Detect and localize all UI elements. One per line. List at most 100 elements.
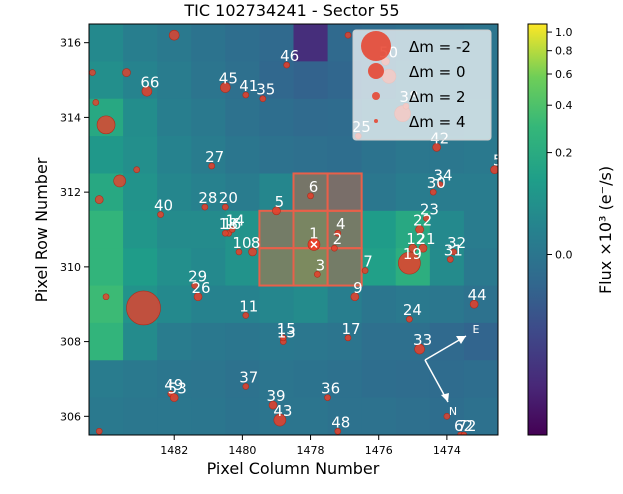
- pixel-cell: [361, 248, 397, 287]
- colorbar-tick-label: 0.4: [555, 99, 573, 112]
- east-label: E: [473, 323, 480, 336]
- legend-box: [352, 29, 492, 141]
- star-marker: [122, 68, 131, 77]
- pixel-cell: [123, 24, 158, 62]
- star-marker: [96, 115, 116, 135]
- pixel-cell: [225, 173, 260, 212]
- star-label: 21: [416, 230, 435, 248]
- pixel-cell: [225, 322, 260, 361]
- pixel-cell: [395, 322, 431, 361]
- star-marker: [460, 431, 468, 435]
- pixel-cell: [123, 397, 158, 436]
- pixel-cell: [463, 210, 499, 249]
- star-marker: [344, 31, 352, 39]
- legend-marker: [361, 31, 391, 61]
- star-marker: [408, 243, 418, 253]
- star-label: 53: [168, 380, 187, 398]
- star-marker: [398, 251, 421, 275]
- star-label: 41: [239, 77, 258, 95]
- star-marker: [350, 292, 360, 302]
- star-label: 9: [353, 279, 363, 297]
- star-label: 5: [493, 152, 503, 170]
- pixel-cell: [123, 322, 158, 361]
- star-marker: [89, 69, 96, 76]
- star-marker: [201, 203, 209, 211]
- star-marker: [94, 195, 104, 204]
- star-marker: [279, 334, 287, 342]
- pixel-cell: [463, 322, 499, 361]
- y-axis-label: Pixel Row Number: [32, 157, 51, 302]
- pixel-cell: [463, 173, 499, 212]
- star-marker: [168, 29, 180, 41]
- star-label: 72: [457, 417, 476, 435]
- pixel-cell: [191, 322, 226, 361]
- star-marker: [113, 174, 126, 188]
- legend-marker: [368, 63, 384, 79]
- star-marker: [222, 229, 229, 237]
- star-marker: [429, 188, 437, 196]
- pixel-cell: [463, 285, 499, 324]
- pixel-cell: [123, 136, 158, 174]
- pixel-cell: [89, 24, 124, 62]
- y-tick-label: 316: [60, 37, 81, 50]
- pixel-cell: [429, 136, 465, 174]
- star-label: 29: [188, 268, 207, 286]
- pixel-cell: [327, 248, 363, 287]
- star-marker: [95, 427, 103, 435]
- star-label: 11: [239, 297, 258, 315]
- pixel-cell: [463, 397, 499, 436]
- target-label: 1: [309, 224, 319, 242]
- star-label: 27: [205, 148, 224, 166]
- pixel-cell: [191, 98, 226, 137]
- pixel-cell: [89, 210, 124, 249]
- pixel-cell: [157, 173, 192, 212]
- pixel-cell: [395, 360, 431, 399]
- pixel-cell: [361, 285, 397, 324]
- y-tick-label: 314: [60, 111, 81, 124]
- star-label: 37: [239, 368, 258, 386]
- star-marker: [418, 243, 428, 253]
- pixel-cell: [327, 173, 363, 212]
- star-label: 46: [280, 47, 299, 65]
- star-label: 14: [226, 212, 245, 230]
- heatmap: 3245678910111213151614171819202122232425…: [88, 23, 503, 436]
- aperture-pixel: [258, 209, 295, 250]
- pixel-cell: [225, 397, 260, 436]
- star-marker: [406, 315, 413, 323]
- legend-marker: [374, 119, 378, 123]
- x-tick-label: 1480: [228, 444, 256, 457]
- pixel-cell: [157, 397, 192, 436]
- y-axis: 306 308 310 312 314 316: [60, 37, 89, 423]
- star-marker: [228, 226, 236, 233]
- pixel-cell: [89, 397, 124, 436]
- star-label: 16: [222, 215, 241, 233]
- star-label: 19: [403, 245, 422, 263]
- pixel-cell: [395, 136, 431, 174]
- pixel-cell: [327, 136, 363, 174]
- pixel-cell: [429, 322, 465, 361]
- pixel-cell: [259, 360, 294, 399]
- star-label: 22: [413, 212, 432, 230]
- x-tick-label: 1474: [433, 444, 461, 457]
- star-marker: [423, 214, 430, 222]
- star-label: 34: [434, 167, 453, 185]
- star-marker: [268, 400, 278, 410]
- legend-label: Δm = 4: [409, 113, 466, 131]
- pixel-cell: [293, 98, 329, 137]
- pixel-cell: [225, 136, 260, 174]
- star-marker: [272, 206, 281, 216]
- star-marker: [324, 394, 331, 401]
- star-marker: [220, 82, 231, 93]
- north-arrowhead: [441, 393, 449, 402]
- pixel-cell: [259, 285, 294, 324]
- star-marker: [450, 248, 457, 256]
- pixel-cell: [395, 397, 431, 436]
- pixel-cell: [293, 285, 329, 324]
- pixel-cell: [259, 322, 294, 361]
- star-label: 30: [427, 174, 446, 192]
- pixel-cell: [225, 98, 260, 137]
- pixel-cell: [89, 248, 124, 287]
- star-label: 3: [316, 256, 326, 274]
- star-marker: [344, 334, 352, 342]
